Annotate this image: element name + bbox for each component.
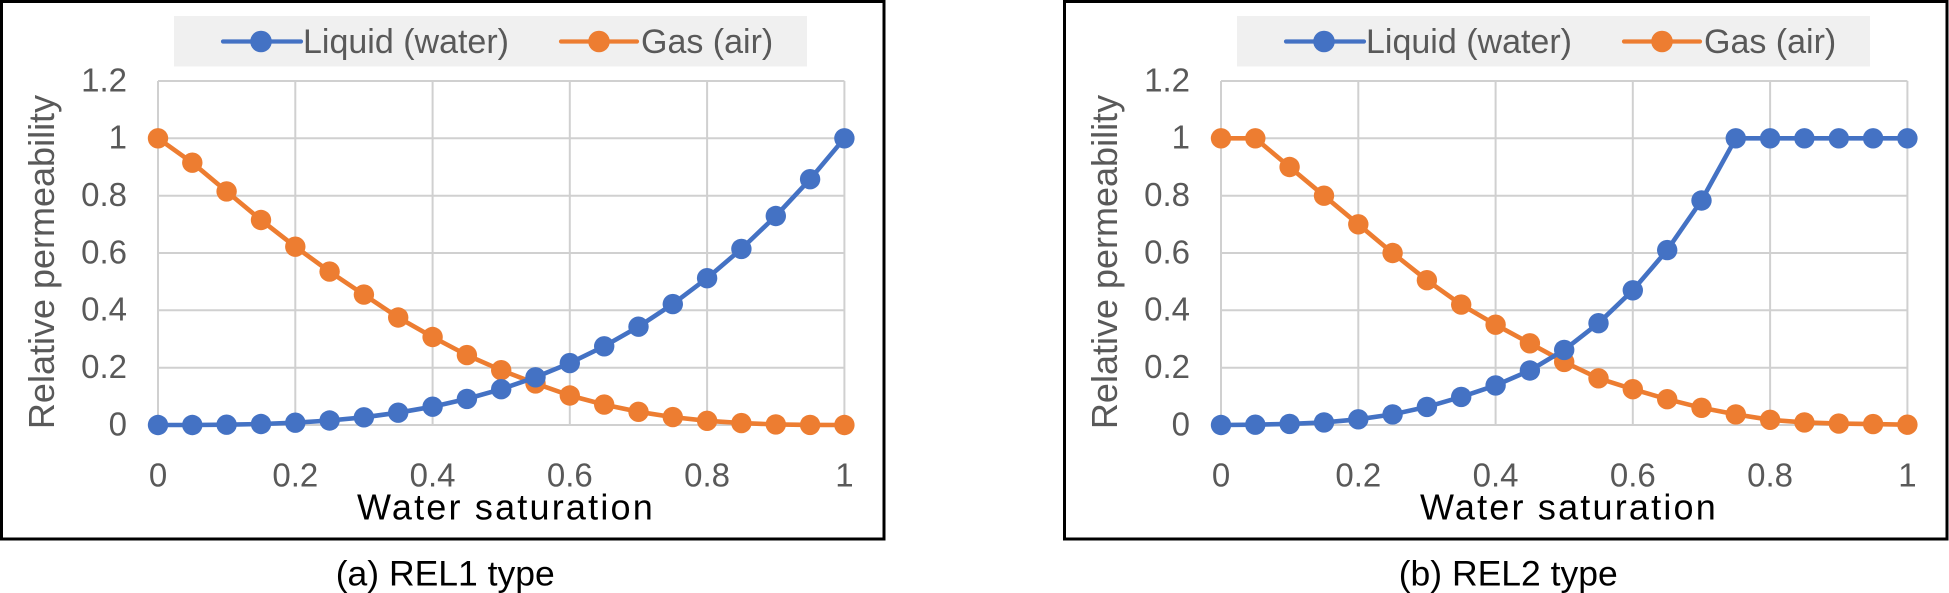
svg-text:1: 1 [109,119,127,156]
svg-text:0: 0 [1172,405,1190,442]
svg-text:Water saturation: Water saturation [357,487,655,528]
svg-text:Water saturation: Water saturation [1420,487,1718,528]
svg-text:0.8: 0.8 [684,457,730,494]
svg-text:Liquid (water): Liquid (water) [303,23,509,61]
svg-text:0: 0 [149,457,167,494]
svg-text:1: 1 [1172,119,1190,156]
svg-text:Relative permeability: Relative permeability [1084,95,1125,429]
svg-text:0.2: 0.2 [1335,457,1381,494]
svg-text:1: 1 [1898,457,1916,494]
svg-text:(b) REL2 type: (b) REL2 type [1399,554,1618,593]
svg-text:(a) REL1 type: (a) REL1 type [336,554,555,593]
svg-text:Relative permeability: Relative permeability [21,95,62,429]
svg-text:1.2: 1.2 [1144,61,1190,98]
svg-text:Liquid (water): Liquid (water) [1366,23,1572,61]
svg-text:0.2: 0.2 [81,348,127,385]
svg-text:0.4: 0.4 [81,291,127,328]
svg-text:0.4: 0.4 [1144,291,1190,328]
svg-text:0: 0 [109,405,127,442]
svg-text:0.6: 0.6 [1144,233,1190,270]
svg-text:0.4: 0.4 [1473,457,1519,494]
svg-text:0.6: 0.6 [547,457,593,494]
svg-text:0.8: 0.8 [81,176,127,213]
svg-text:0.4: 0.4 [410,457,456,494]
svg-text:Gas (air): Gas (air) [1704,23,1836,61]
svg-text:0.2: 0.2 [1144,348,1190,385]
svg-text:1: 1 [835,457,853,494]
svg-text:0.2: 0.2 [272,457,318,494]
svg-text:0.8: 0.8 [1144,176,1190,213]
svg-text:Gas (air): Gas (air) [641,23,773,61]
svg-text:0: 0 [1212,457,1230,494]
svg-text:0.6: 0.6 [81,233,127,270]
svg-text:0.6: 0.6 [1610,457,1656,494]
svg-text:1.2: 1.2 [81,61,127,98]
svg-text:0.8: 0.8 [1747,457,1793,494]
